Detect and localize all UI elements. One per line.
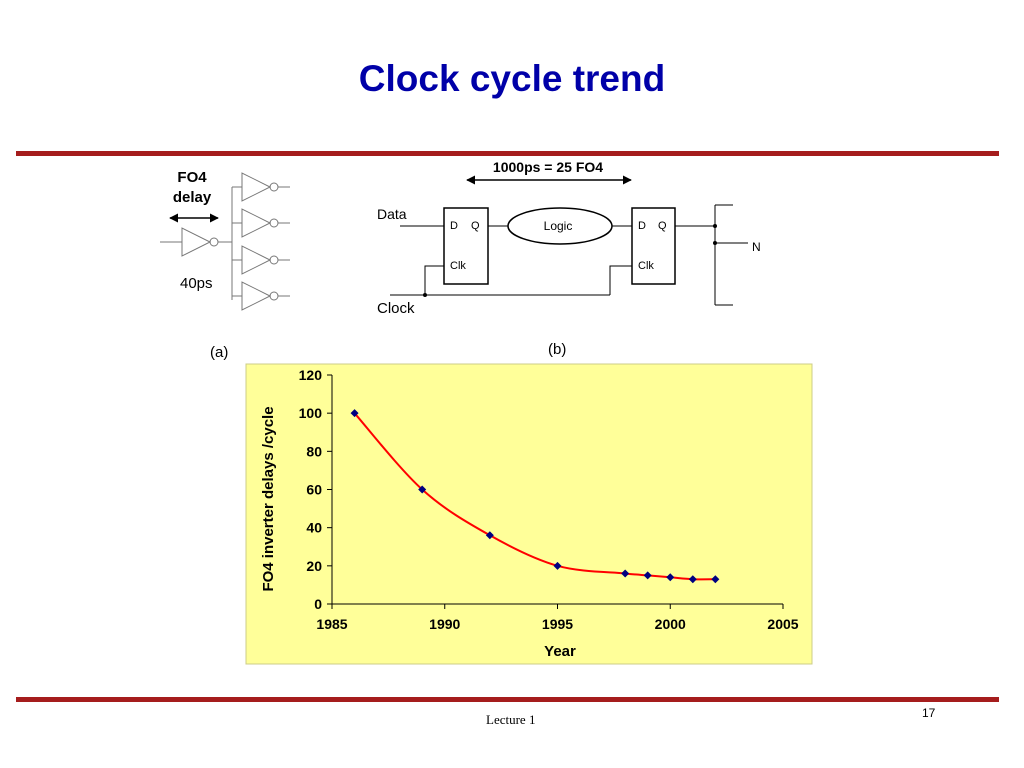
svg-text:Logic: Logic	[544, 219, 573, 233]
clock-label: Clock	[377, 300, 415, 317]
data-point	[621, 569, 630, 578]
data-point	[643, 571, 652, 580]
footer-lecture: Lecture 1	[486, 712, 536, 727]
data-label: Data	[377, 206, 407, 222]
data-point	[553, 561, 562, 570]
y-axis-label: FO4 inverter delays /cycle	[260, 406, 277, 591]
top-rule	[16, 151, 999, 156]
fig-a-label: (a)	[210, 344, 229, 361]
flip-flop-2: D Q Clk	[631, 207, 676, 285]
x-tick-label: 2000	[655, 616, 686, 632]
logic-block: Logic	[507, 207, 613, 245]
data-point	[350, 409, 359, 418]
fo4-delay-value: 40ps	[180, 275, 213, 292]
fo4-title-line1: FO4	[177, 169, 207, 186]
svg-text:D: D	[638, 220, 646, 232]
load-inverters	[232, 172, 290, 311]
svg-text:Q: Q	[471, 220, 480, 232]
y-tick-label: 100	[299, 405, 323, 421]
series-line	[353, 412, 716, 581]
svg-text:Clk: Clk	[450, 260, 466, 272]
y-tick-label: 40	[306, 520, 322, 536]
y-tick-label: 20	[306, 558, 322, 574]
x-tick-label: 1985	[316, 616, 347, 632]
fanout-label: N	[752, 240, 761, 254]
x-tick-label: 1990	[429, 616, 460, 632]
svg-text:Q: Q	[658, 220, 667, 232]
y-tick-label: 60	[306, 482, 322, 498]
data-point	[688, 575, 697, 584]
slide-title: Clock cycle trend	[358, 58, 666, 99]
x-axis-label: Year	[544, 643, 576, 660]
chart-background	[245, 363, 813, 665]
y-tick-label: 120	[299, 367, 323, 383]
fo4-title-line2: delay	[172, 189, 212, 206]
fig-b-label: (b)	[548, 341, 567, 358]
bottom-rule	[16, 697, 999, 702]
span-label: 1000ps = 25 FO4	[493, 159, 603, 175]
data-point	[666, 573, 675, 582]
clock-cycle-chart: 0 20 40 60 80 100 120 1985 1990 1995 2000 2005 FO4 …	[245, 363, 813, 665]
data-point	[418, 485, 427, 494]
page-number: 17	[922, 706, 936, 720]
data-point	[711, 575, 720, 584]
data-point	[485, 531, 494, 540]
driver-inverter	[160, 227, 232, 257]
svg-text:D: D	[450, 220, 458, 232]
y-tick-label: 80	[306, 443, 322, 459]
flip-flop-1: D Q Clk	[443, 207, 489, 285]
x-tick-label: 1995	[542, 616, 573, 632]
x-tick-label: 2005	[767, 616, 798, 632]
y-tick-label: 0	[314, 596, 322, 612]
svg-text:Clk: Clk	[638, 260, 654, 272]
fo4-inverter-diagram	[160, 172, 290, 311]
pipeline-diagram: 1000ps = 25 FO4 Data Clock N D Q Clk Log…	[377, 159, 761, 317]
